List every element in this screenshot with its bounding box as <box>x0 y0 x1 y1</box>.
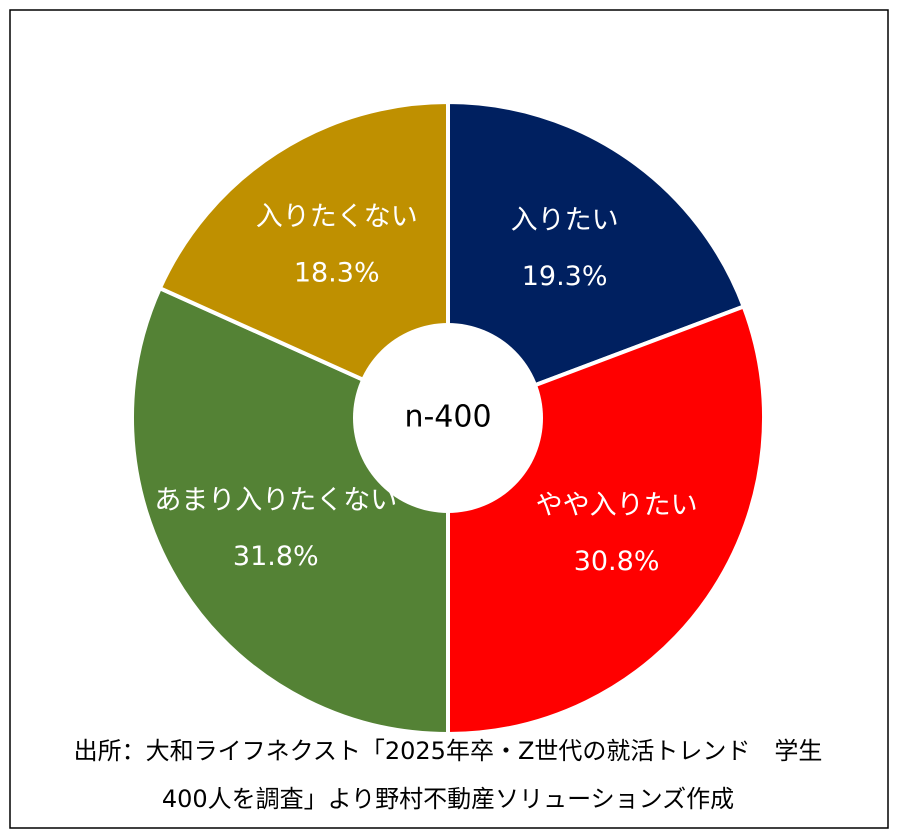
value-label: 19.3% <box>522 261 608 292</box>
slice <box>157 99 450 422</box>
slice-label: 入りたい <box>511 205 619 236</box>
value-label: 30.8% <box>574 546 660 577</box>
slice-label: やや入りたい <box>536 490 698 521</box>
value-label: 31.8% <box>233 541 319 572</box>
donut-hole <box>353 323 543 513</box>
center-label: n-400 <box>404 400 491 435</box>
source-line: 出所：大和ライフネクスト「2025年卒・Z世代の就活トレンド 学生 <box>74 737 823 765</box>
value-label: 18.3% <box>294 257 380 288</box>
source-line: 400人を調査」より野村不動産ソリューションズ作成 <box>162 785 734 813</box>
slice <box>446 99 747 421</box>
slice-label: 入りたくない <box>256 201 418 232</box>
slice-label: あまり入りたくない <box>154 485 397 516</box>
